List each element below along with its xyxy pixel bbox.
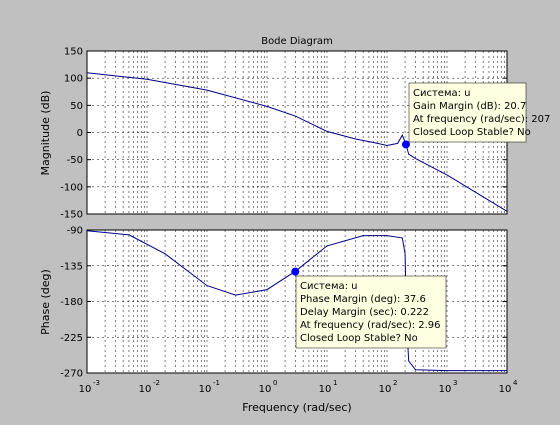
- magnitude-curve: [86, 72, 508, 212]
- x-tick-exponent: -3: [93, 379, 100, 387]
- phase-axis-label: Phase (deg): [39, 269, 52, 335]
- mag-ytick-label: -50: [67, 155, 83, 166]
- ph-ytick-label: -270: [60, 369, 83, 380]
- magnitude-panel: 150 100 50 0 -50 -100 -150 Система: u Gain Mar…: [60, 47, 550, 221]
- magnitude-axis-label: Magnitude (dB): [39, 91, 52, 176]
- ph-annot-line: Closed Loop Stable? No: [300, 333, 418, 344]
- x-tick-label: 10: [79, 384, 92, 395]
- frequency-axis-label: Frequency (rad/sec): [242, 401, 351, 414]
- mag-annot-line: Система: u: [413, 88, 471, 99]
- ph-ytick-label: -90: [67, 226, 83, 237]
- x-tick-label: 10: [439, 384, 452, 395]
- ph-ytick-label: -225: [60, 333, 83, 344]
- x-tick-label: 10: [259, 384, 272, 395]
- x-tick-label: 10: [379, 384, 392, 395]
- mag-annot-line: Closed Loop Stable? No: [413, 127, 531, 138]
- ph-annot-line: Система: u: [300, 281, 358, 292]
- x-tick-exponent: 4: [513, 379, 518, 387]
- mag-ytick-label: 50: [70, 101, 83, 112]
- x-tick-label: 10: [199, 384, 212, 395]
- ph-annot-line: Phase Margin (deg): 37.6: [300, 294, 426, 305]
- x-tick-exponent: 1: [333, 379, 337, 387]
- phase-margin-marker[interactable]: [291, 267, 300, 276]
- ph-ytick-label: -180: [60, 297, 83, 308]
- mag-annot-line: Gain Margin (dB): 20.7: [413, 101, 526, 112]
- ph-annot-line: At frequency (rad/sec): 2.96: [300, 320, 441, 331]
- mag-ytick-label: -100: [60, 182, 83, 193]
- mag-ytick-label: 150: [64, 47, 83, 58]
- mag-annot-line: At frequency (rad/sec): 207: [413, 114, 550, 125]
- gain-margin-annotation[interactable]: Система: u Gain Margin (dB): 20.7 At fre…: [408, 82, 550, 143]
- phase-curve: [86, 230, 507, 372]
- mag-ytick-label: -150: [60, 210, 83, 221]
- x-tick-label: 10: [319, 384, 332, 395]
- ph-ytick-label: -135: [60, 261, 83, 272]
- x-tick-label: 10: [499, 384, 512, 395]
- x-tick-exponent: 0: [273, 379, 277, 387]
- x-tick-exponent: 2: [393, 379, 397, 387]
- x-tick-exponent: -2: [153, 379, 160, 387]
- phase-panel: -90-135-180-225-270 10-310-210-110010110…: [60, 226, 518, 396]
- x-tick-label: 10: [139, 384, 152, 395]
- gain-margin-marker[interactable]: [401, 140, 410, 149]
- chart-title: Bode Diagram: [261, 36, 333, 47]
- mag-ytick-label: 100: [64, 74, 83, 85]
- x-tick-exponent: -1: [213, 379, 220, 387]
- phase-margin-annotation[interactable]: Система: u Phase Margin (deg): 37.6 Dela…: [295, 275, 447, 349]
- ph-annot-line: Delay Margin (sec): 0.222: [300, 307, 429, 318]
- x-tick-exponent: 3: [453, 379, 457, 387]
- mag-ytick-label: 0: [77, 128, 83, 139]
